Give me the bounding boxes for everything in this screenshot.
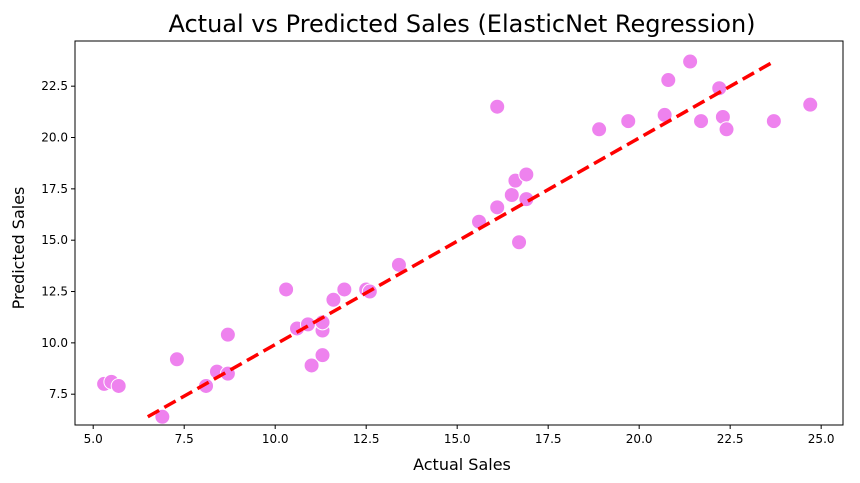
y-tick-label: 15.0 [41,233,68,247]
data-point [154,408,171,425]
x-tick-label: 5.0 [84,432,103,446]
x-axis: 5.0 7.5 10.0 12.5 15.0 17.5 20.0 22.5 25.0 [84,425,835,446]
y-axis: 7.5 10.0 12.5 15.0 17.5 20.0 22.5 [41,79,75,401]
y-tick-label: 7.5 [49,387,68,401]
y-tick-label: 12.5 [41,285,68,299]
x-tick-label: 25.0 [808,432,835,446]
x-tick-label: 20.0 [626,432,653,446]
data-point [278,281,295,298]
y-tick-label: 17.5 [41,182,68,196]
plot-frame [74,40,844,426]
data-point [303,357,320,374]
data-point [693,113,710,130]
data-point [314,347,331,364]
data-point [591,121,608,138]
y-tick-label: 20.0 [41,131,68,145]
data-point [802,96,819,113]
data-point [110,377,127,394]
data-point [503,187,520,204]
data-point [336,281,353,298]
data-point [489,199,506,216]
x-tick-label: 7.5 [175,432,194,446]
chart-title: Actual vs Predicted Sales (ElasticNet Re… [168,10,755,38]
x-axis-label: Actual Sales [413,455,511,474]
data-point [511,234,528,251]
data-point [765,113,782,130]
y-tick-label: 22.5 [41,79,68,93]
data-point [682,53,699,70]
x-tick-label: 17.5 [535,432,562,446]
plot-area [96,53,819,425]
data-point [168,351,185,368]
data-point [489,98,506,115]
y-axis-label: Predicted Sales [9,187,28,310]
y-tick-label: 10.0 [41,336,68,350]
data-point [518,166,535,183]
x-tick-label: 10.0 [262,432,289,446]
data-point [325,291,342,308]
x-tick-label: 15.0 [444,432,471,446]
data-point [718,121,735,138]
data-point [219,326,236,343]
x-tick-label: 22.5 [717,432,744,446]
x-tick-label: 12.5 [353,432,380,446]
data-point [660,72,677,89]
data-point [620,113,637,130]
reference-line [146,60,775,419]
